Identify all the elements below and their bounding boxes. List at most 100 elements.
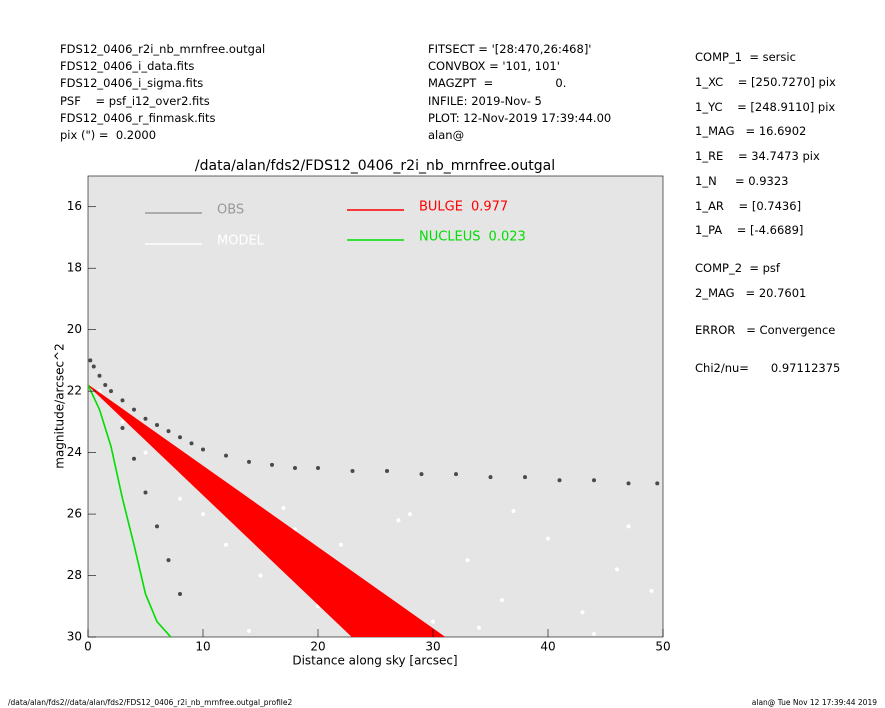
- data-point: [166, 558, 171, 563]
- data-point: [500, 598, 504, 603]
- data-point: [281, 505, 286, 510]
- x-tick-label: 10: [195, 640, 210, 654]
- data-point: [155, 524, 159, 529]
- y-tick-label: 18: [67, 261, 82, 275]
- fit-param: 1_PA = [-4.6689]: [695, 223, 804, 237]
- data-point: [396, 518, 401, 523]
- data-point: [465, 558, 470, 563]
- fit-param: 1_MAG = 16.6902: [695, 124, 807, 138]
- header-line: FDS12_0406_i_sigma.fits: [60, 76, 204, 91]
- data-point: [91, 364, 96, 369]
- data-point: [109, 389, 113, 394]
- data-point: [143, 490, 148, 495]
- data-point: [523, 475, 527, 480]
- bulge-band: [88, 384, 446, 637]
- data-point: [103, 382, 108, 387]
- data-point: [247, 628, 251, 633]
- data-point: [477, 625, 481, 630]
- header-line: FDS12_0406_r_finmask.fits: [60, 110, 216, 125]
- x-tick-label: 0: [84, 640, 92, 654]
- legend-label: BULGE: [419, 200, 463, 215]
- data-point: [626, 524, 631, 529]
- plot-area: [87, 175, 664, 638]
- header-line: CONVBOX = '101, 101': [428, 59, 560, 74]
- data-point: [419, 472, 424, 477]
- data-point: [546, 536, 550, 541]
- footer-left: /data/alan/fds2//data/alan/fds2/FDS12_04…: [8, 698, 292, 707]
- fit-param: 2_MAG = 20.7601: [695, 286, 807, 300]
- data-point: [201, 512, 205, 517]
- data-point: [431, 619, 435, 624]
- legend-label: NUCLEUS: [419, 230, 481, 245]
- data-point: [488, 475, 493, 480]
- data-point: [178, 591, 182, 596]
- data-point: [626, 481, 631, 486]
- data-point: [224, 453, 228, 458]
- y-tick-label: 26: [67, 507, 82, 521]
- data-point: [316, 465, 320, 470]
- data-point: [270, 462, 274, 467]
- data-point: [247, 459, 251, 464]
- header-line: pix (") = 0.2000: [60, 128, 157, 142]
- header-line: MAGZPT = 0.: [428, 76, 567, 91]
- chart-title: /data/alan/fds2/FDS12_0406_r2i_nb_mrnfre…: [195, 158, 555, 174]
- data-point: [178, 435, 182, 440]
- data-point: [224, 542, 228, 547]
- header-line: INFILE: 2019-Nov- 5: [428, 93, 542, 108]
- data-point: [166, 429, 171, 434]
- y-tick-label: 30: [67, 630, 82, 644]
- fit-param: 1_N = 0.9323: [695, 174, 789, 188]
- header-line: PSF = psf_i12_over2.fits: [60, 93, 210, 108]
- legend-fraction: 0.977: [471, 200, 508, 215]
- data-point: [132, 456, 136, 461]
- header-line: alan@: [428, 128, 465, 142]
- data-point: [592, 478, 596, 483]
- data-point: [557, 478, 562, 483]
- fit-param: ERROR = Convergence: [695, 323, 836, 337]
- data-point: [649, 588, 654, 593]
- data-point: [454, 472, 458, 477]
- data-point: [120, 426, 125, 431]
- y-tick-label: 16: [67, 199, 82, 213]
- y-tick-label: 28: [67, 568, 82, 582]
- data-point: [511, 508, 516, 513]
- nucleus-line: [88, 384, 172, 637]
- fit-param: 1_AR = [0.7436]: [695, 199, 802, 213]
- data-point: [143, 416, 148, 421]
- data-point: [132, 407, 136, 412]
- y-tick-label: 20: [67, 322, 82, 336]
- y-tick-label: 22: [67, 384, 82, 398]
- plot-marks: [88, 358, 660, 637]
- data-point: [201, 447, 205, 452]
- data-point: [350, 469, 355, 474]
- header-line: FDS12_0406_r2i_nb_mrnfree.outgal: [60, 42, 266, 56]
- fit-param: 1_YC = [248.9110] pix: [695, 100, 836, 114]
- x-axis-label: Distance along sky [arcsec]: [292, 654, 457, 668]
- fit-param: 1_XC = [250.7270] pix: [695, 75, 836, 89]
- x-tick-label: 30: [425, 640, 440, 654]
- data-point: [178, 496, 182, 501]
- x-tick-label: 50: [655, 640, 670, 654]
- footer-right: alan@ Tue Nov 12 17:39:44 2019: [752, 698, 877, 707]
- header-line: PLOT: 12-Nov-2019 17:39:44.00: [428, 110, 612, 125]
- data-point: [580, 610, 585, 615]
- data-point: [655, 481, 660, 486]
- data-point: [120, 398, 125, 403]
- fit-param: COMP_1 = sersic: [695, 50, 796, 64]
- legend-label: MODEL: [217, 234, 265, 249]
- data-point: [258, 573, 263, 578]
- legend-fraction: 0.023: [489, 230, 526, 245]
- fit-param: Chi2/nu= 0.97112375: [695, 361, 841, 375]
- x-tick-label: 40: [540, 640, 555, 654]
- fit-param: COMP_2 = psf: [695, 261, 780, 275]
- header-line: FITSECT = '[28:470,26:468]': [428, 42, 592, 56]
- legend-label: OBS: [217, 203, 244, 218]
- fit-param: 1_RE = 34.7473 pix: [695, 149, 820, 163]
- data-point: [120, 419, 125, 424]
- data-point: [592, 631, 596, 636]
- data-point: [293, 465, 297, 470]
- data-point: [143, 450, 148, 455]
- data-point: [155, 422, 159, 427]
